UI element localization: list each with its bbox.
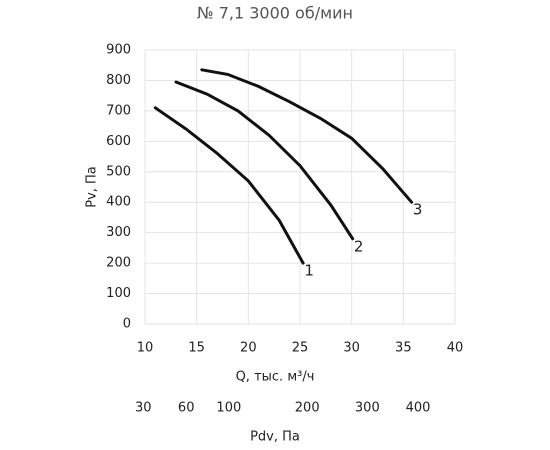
- x-tick-label: 25: [292, 341, 309, 356]
- y-tick-label: 200: [106, 256, 131, 271]
- x-axis-label: Q, тыс. м³/ч: [236, 370, 315, 385]
- x2-tick-label: 60: [178, 401, 195, 416]
- y-tick-label: 600: [106, 134, 131, 149]
- curve: [200, 68, 414, 204]
- y-tick-label: 500: [106, 164, 131, 179]
- x-tick-label: 40: [447, 341, 464, 356]
- y-axis-label: Pv, Па: [85, 166, 100, 208]
- y-tick-label: 100: [106, 286, 131, 301]
- x-tick-label: 35: [395, 341, 412, 356]
- x2-axis-label: Pdv, Па: [250, 430, 300, 445]
- x2-tick-label: 400: [406, 401, 431, 416]
- y-tick-label: 400: [106, 195, 131, 210]
- curve: [153, 106, 305, 265]
- curve: [174, 80, 355, 241]
- x2-tick-label: 30: [135, 401, 152, 416]
- y-tick-label: 0: [123, 317, 131, 332]
- y-tick-label: 800: [106, 73, 131, 88]
- y-tick-label: 300: [106, 225, 131, 240]
- x-tick-label: 10: [137, 341, 154, 356]
- y-tick-label: 700: [106, 103, 131, 118]
- x2-tick-label: 200: [295, 401, 320, 416]
- curve-label: 1: [304, 262, 314, 280]
- curve-label: 2: [354, 237, 364, 255]
- x-tick-label: 20: [240, 341, 257, 356]
- x2-tick-label: 300: [355, 401, 380, 416]
- x-tick-label: 15: [188, 341, 205, 356]
- x2-tick-label: 100: [216, 401, 241, 416]
- chart-title: № 7,1 3000 об/мин: [197, 4, 353, 23]
- curve-label: 3: [413, 201, 423, 219]
- y-tick-label: 900: [106, 43, 131, 58]
- x-tick-label: 30: [343, 341, 360, 356]
